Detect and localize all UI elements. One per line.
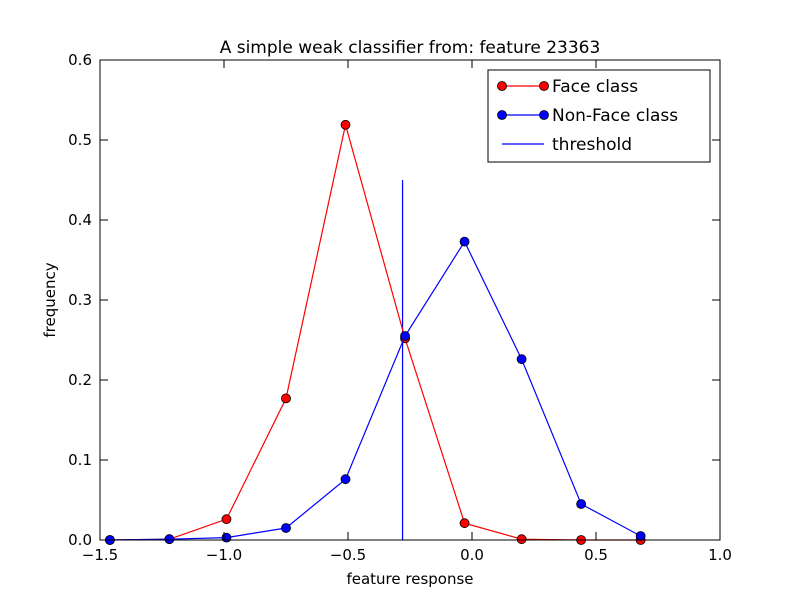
y-tick-label: 0.3 [68,291,92,309]
data-point-non-face-class [164,534,175,545]
x-tick-label: −1.0 [206,546,242,564]
data-point-face-class [459,518,470,529]
legend-entry-face: Face class [497,77,638,97]
x-tick-label: 0.5 [584,546,608,564]
y-tick-label: 0.0 [68,531,92,549]
x-tick-label: 0.0 [460,546,484,564]
legend-non-face-marker-right [539,110,549,120]
data-point-non-face-class [459,236,470,247]
legend-face-marker-right [539,81,549,91]
data-point-non-face-class [400,331,410,341]
x-tick-label: −1.5 [82,546,118,564]
legend-box [487,69,711,163]
legend-non-face-marker-left [497,110,507,120]
y-tick-label: 0.5 [68,131,92,149]
data-point-non-face-class [635,531,646,541]
data-point-face-class [281,393,291,404]
data-point-non-face-class [221,532,232,543]
legend-entry-non-face: Non-Face class [497,106,678,126]
y-axis-ticks: 0.0 0.1 0.2 0.3 0.4 0.5 0.6 [68,51,720,549]
y-tick-label: 0.1 [68,451,92,469]
data-point-face-class [340,119,351,130]
data-point-non-face-class [576,499,587,509]
data-point-face-class [516,534,527,545]
y-tick-label: 0.2 [68,371,92,389]
data-point-face-class [221,514,232,525]
data-point-non-face-class [516,354,527,365]
x-axis-ticks: −1.5 −1.0 −0.5 0.0 0.5 1.0 [82,60,732,564]
x-tick-label: −0.5 [330,546,366,564]
legend-non-face-label: Non-Face class [552,106,678,126]
x-tick-label: 1.0 [708,546,732,564]
legend-entry-threshold: threshold [502,135,632,155]
y-tick-label: 0.6 [68,51,92,69]
chart-title: A simple weak classifier from: feature 2… [220,38,601,58]
y-axis-label: frequency [41,262,59,337]
y-tick-label: 0.4 [68,211,92,229]
legend-threshold-label: threshold [552,135,632,155]
legend-face-label: Face class [552,77,638,97]
legend: Face class Non-Face class threshold [487,69,711,163]
x-axis-label: feature response [346,570,473,588]
legend-face-marker-left [497,81,507,91]
series-line-non-face-class [109,240,641,541]
data-point-non-face-class [340,474,351,485]
data-point-non-face-class [281,523,291,533]
